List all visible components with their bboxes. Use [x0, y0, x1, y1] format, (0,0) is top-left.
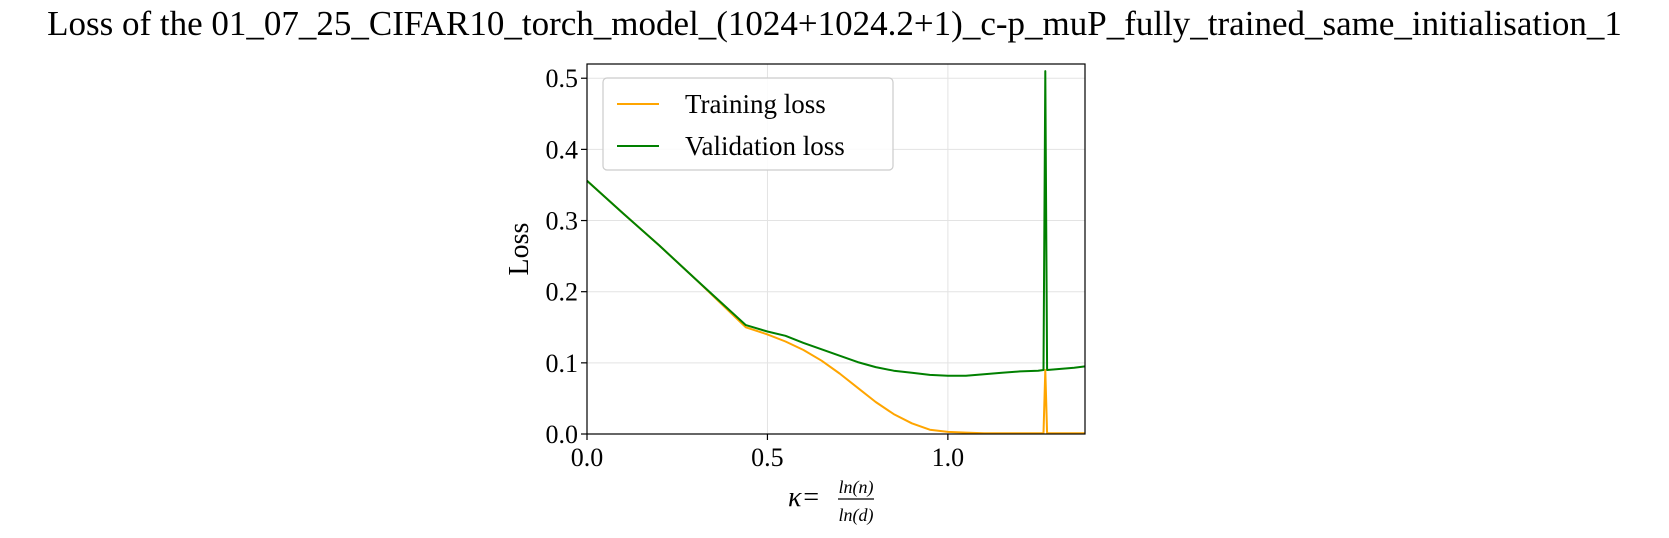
- plot-area-frame: [586, 63, 1086, 435]
- y-tick-label: 0.1: [546, 349, 579, 378]
- chart-title: Loss of the 01_07_25_CIFAR10_torch_model…: [47, 4, 1622, 43]
- y-tick-label: 0.4: [546, 135, 579, 164]
- series-line-training-loss: [586, 179, 1085, 435]
- y-axis-label: Loss: [504, 223, 535, 276]
- x-axis-label-denominator: ln(d): [839, 505, 874, 526]
- y-tick-label: 0.5: [546, 64, 579, 93]
- x-tick-label: 0.0: [571, 443, 604, 472]
- axis-ticks: 0.0 0.5 1.0 0.0 0.1 0.2 0.3 0.4 0.5: [546, 64, 965, 472]
- x-tick-label: 0.5: [751, 443, 784, 472]
- series-lines: [586, 70, 1086, 435]
- x-tick-label: 1.0: [932, 443, 965, 472]
- x-axis-label-prefix: κ=: [788, 482, 820, 513]
- legend: Training loss Validation loss: [602, 77, 894, 171]
- x-axis-label: κ= ln(n) ln(d): [788, 477, 874, 526]
- series-line-validation-loss: [586, 70, 1086, 377]
- legend-label-training-loss: Training loss: [685, 89, 826, 119]
- y-tick-label: 0.0: [546, 420, 579, 449]
- legend-box: [602, 77, 894, 171]
- x-axis-label-numerator: ln(n): [839, 477, 874, 498]
- y-tick-label: 0.2: [546, 278, 579, 307]
- y-tick-label: 0.3: [546, 207, 579, 236]
- legend-label-validation-loss: Validation loss: [685, 131, 845, 161]
